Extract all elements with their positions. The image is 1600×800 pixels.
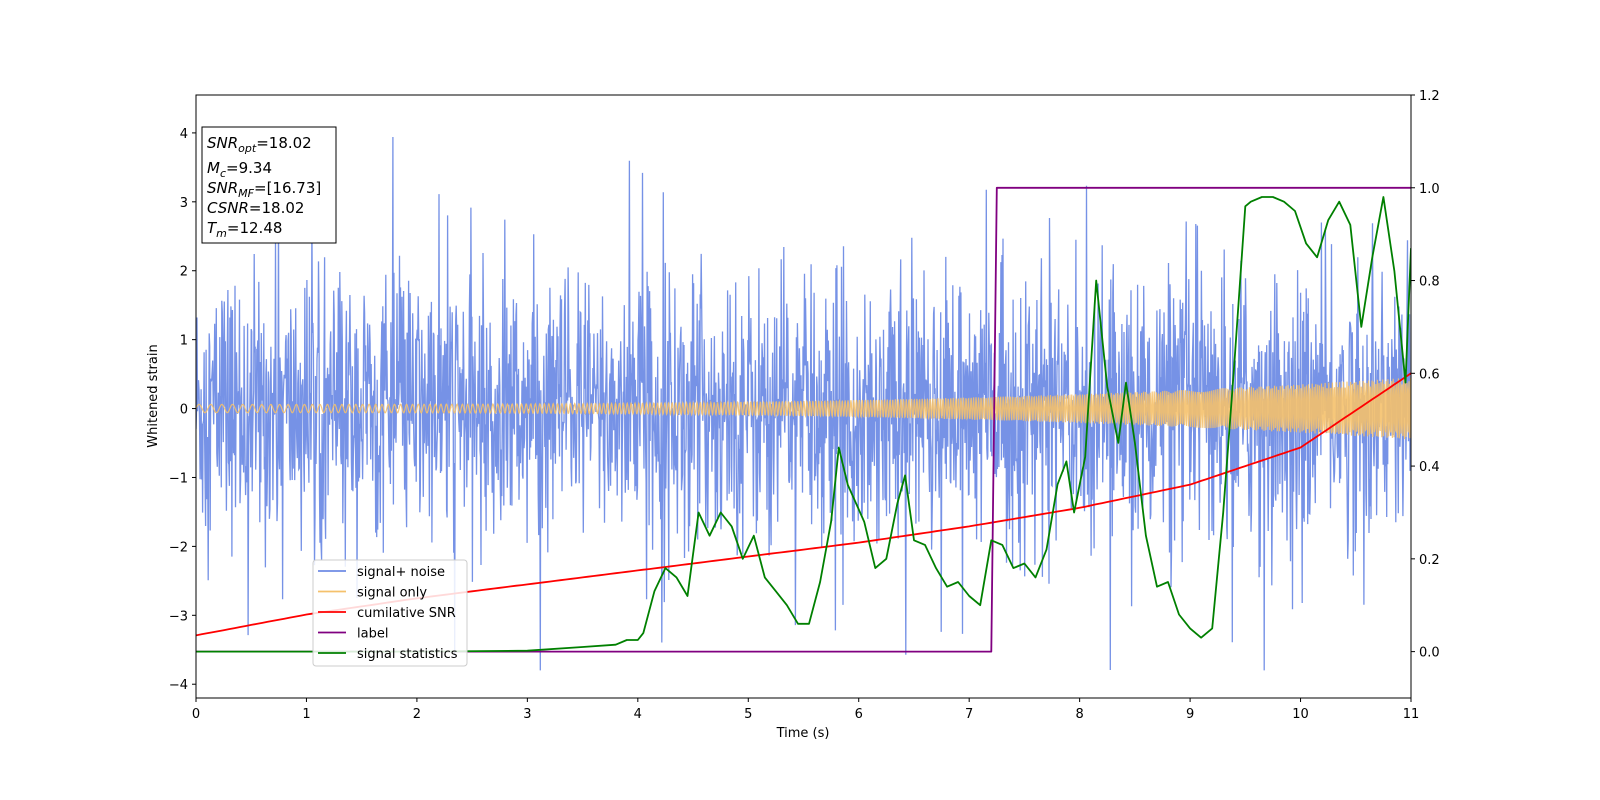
y-tick-label: −1 bbox=[169, 471, 188, 486]
x-axis: 0 1 2 3 4 5 6 7 8 9 10 11 bbox=[192, 698, 1419, 722]
y-axis-right: 0.0 0.2 0.4 0.6 0.8 1.0 1.2 bbox=[1411, 89, 1440, 661]
y2-tick-label: 1.2 bbox=[1419, 89, 1440, 104]
y-axis-left: −4 −3 −2 −1 0 1 2 3 4 bbox=[169, 127, 196, 693]
y2-tick-label: 0.2 bbox=[1419, 553, 1440, 568]
x-tick-label: 9 bbox=[1186, 707, 1194, 722]
y2-tick-label: 0.6 bbox=[1419, 367, 1440, 382]
y-tick-label: 1 bbox=[180, 334, 188, 349]
x-tick-label: 5 bbox=[744, 707, 752, 722]
x-tick-label: 6 bbox=[855, 707, 863, 722]
x-tick-label: 0 bbox=[192, 707, 200, 722]
legend-label: label bbox=[357, 627, 388, 642]
signal-only-line bbox=[196, 377, 1411, 440]
annotation-frame bbox=[201, 126, 337, 244]
label-line bbox=[196, 186, 1411, 653]
annotation-line: Tm=12.48 bbox=[207, 219, 282, 240]
y-tick-label: 0 bbox=[180, 403, 188, 418]
x-tick-label: 10 bbox=[1292, 707, 1309, 722]
y-tick-label: 3 bbox=[180, 196, 188, 211]
signal-statistics-line bbox=[196, 196, 1411, 653]
x-tick-label: 7 bbox=[965, 707, 973, 722]
legend: signal+ noise signal only cumilative SNR la… bbox=[312, 559, 468, 667]
y-tick-label: −3 bbox=[169, 609, 188, 624]
y2-tick-label: 0.0 bbox=[1419, 646, 1440, 661]
annotation-line: SNRMF=[16.73] bbox=[207, 179, 321, 200]
x-tick-label: 3 bbox=[523, 707, 531, 722]
y2-tick-label: 0.4 bbox=[1419, 460, 1440, 475]
legend-label: cumilative SNR bbox=[357, 606, 456, 621]
legend-frame bbox=[312, 559, 468, 667]
y2-tick-label: 0.8 bbox=[1419, 275, 1440, 290]
y-tick-label: −4 bbox=[169, 678, 188, 693]
legend-label: signal only bbox=[357, 586, 427, 601]
annotation-line: Mc=9.34 bbox=[207, 159, 272, 180]
y2-tick-label: 1.0 bbox=[1419, 182, 1440, 197]
annotation-box: SNRopt=18.02 Mc=9.34SNRMF=[16.73]CSNR=18.… bbox=[201, 126, 337, 244]
plot-frame bbox=[195, 94, 1412, 699]
series-signal-only bbox=[196, 377, 1411, 440]
x-tick-label: 11 bbox=[1403, 707, 1420, 722]
x-tick-label: 2 bbox=[413, 707, 421, 722]
x-axis-label: Time (s) bbox=[776, 726, 830, 741]
y-tick-label: 4 bbox=[180, 127, 188, 142]
legend-label: signal+ noise bbox=[357, 565, 445, 580]
x-tick-label: 4 bbox=[634, 707, 642, 722]
y-tick-label: −2 bbox=[169, 540, 188, 555]
y-tick-label: 2 bbox=[180, 265, 188, 280]
y-axis-label: Whitened strain bbox=[146, 344, 161, 447]
legend-label: signal statistics bbox=[357, 647, 458, 662]
x-tick-label: 1 bbox=[302, 707, 310, 722]
annotation-line: SNRopt=18.02 bbox=[207, 134, 312, 155]
x-tick-label: 8 bbox=[1075, 707, 1083, 722]
annotation-line: CSNR=18.02 bbox=[207, 199, 304, 217]
